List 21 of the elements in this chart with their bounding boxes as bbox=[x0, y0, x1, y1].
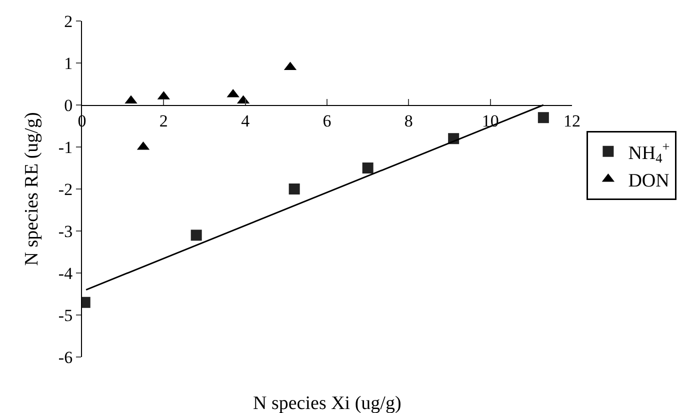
y-tick-label: -1 bbox=[58, 138, 73, 157]
point bbox=[538, 112, 549, 124]
point bbox=[362, 162, 374, 174]
x-tick-label: 4 bbox=[241, 111, 250, 130]
x-tick-label: 8 bbox=[404, 111, 413, 130]
y-tick-label: -6 bbox=[58, 348, 73, 367]
point bbox=[288, 184, 300, 194]
y-tick-label: 1 bbox=[64, 54, 73, 73]
y-tick-label: -2 bbox=[58, 180, 73, 199]
y-tick-label: 0 bbox=[64, 96, 73, 115]
y-tick-label: -5 bbox=[58, 306, 73, 325]
y-tick-label: 2 bbox=[64, 12, 73, 31]
y-tick-label: -3 bbox=[58, 222, 73, 241]
point bbox=[190, 230, 202, 241]
x-axis-title: N species Xi (ug/g) bbox=[253, 393, 402, 413]
y-tick-label: -4 bbox=[58, 264, 74, 283]
x-tick-label: 2 bbox=[159, 111, 168, 130]
x-tick-label: 12 bbox=[564, 111, 580, 130]
y-axis-title: N species RE (ug/g) bbox=[21, 112, 42, 266]
x-tick-label: 6 bbox=[322, 111, 332, 130]
legend-label: DON bbox=[628, 170, 670, 192]
